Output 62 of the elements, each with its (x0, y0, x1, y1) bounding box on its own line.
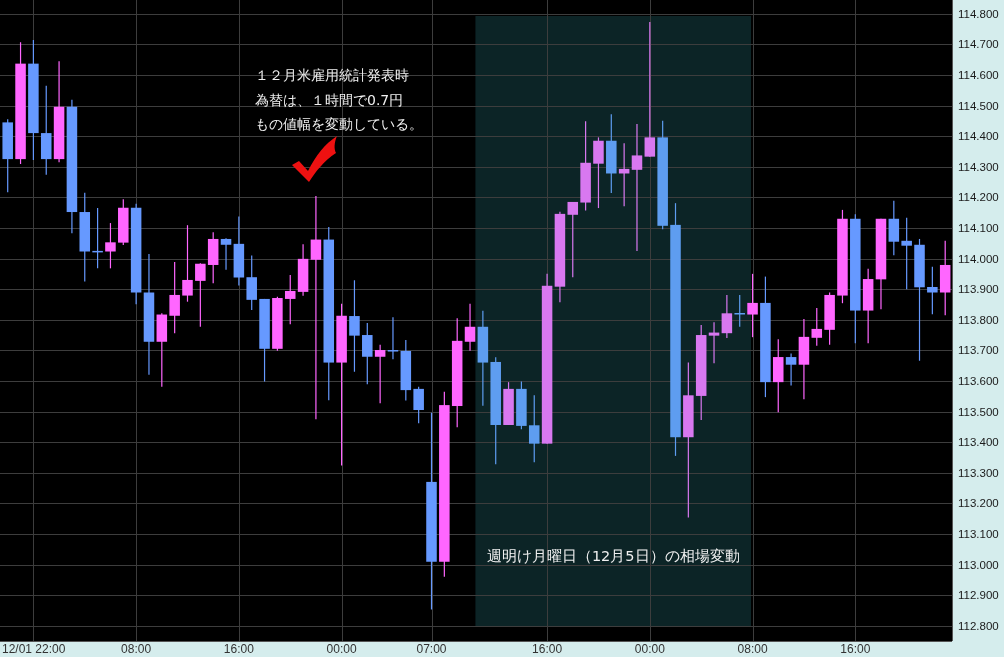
candlestick (105, 222, 116, 269)
y-tick-label: 114.800 (958, 7, 999, 20)
candlestick (413, 386, 424, 424)
y-tick-label: 113.000 (958, 558, 999, 571)
candlestick (785, 352, 797, 387)
y-tick-label: 113.200 (958, 497, 999, 510)
y-tick-label: 114.000 (958, 252, 999, 265)
annotation: 週明け月曜日（12月5日）の相場変動 (486, 548, 740, 564)
candlestick (631, 123, 643, 252)
x-tick-label: 08:00 (737, 642, 768, 656)
candlestick (747, 273, 758, 338)
y-tick-label: 113.700 (958, 344, 999, 357)
x-tick-label: 16:00 (532, 642, 563, 656)
candlestick (811, 307, 823, 347)
candlestick (721, 294, 733, 339)
y-tick-label: 113.800 (958, 313, 999, 326)
candlestick (387, 316, 399, 360)
candlestick (927, 266, 938, 315)
x-tick-label: 16:00 (223, 642, 255, 656)
x-tick-label: 00:00 (326, 642, 357, 656)
y-tick-label: 114.100 (958, 221, 999, 234)
candlestick (284, 274, 296, 325)
candlestick (528, 394, 540, 463)
x-tick-label: 12/01 22:00 (2, 642, 66, 656)
candlestick (888, 200, 900, 256)
candlestick (708, 321, 720, 364)
y-tick-label: 113.600 (958, 374, 999, 387)
candlestick (374, 344, 386, 404)
annotation: １２月米雇用統計発表時 (255, 67, 409, 83)
x-tick-label: 00:00 (634, 642, 666, 656)
candlestick (567, 201, 579, 278)
y-tick-label: 113.100 (958, 527, 999, 540)
y-tick-label: 113.300 (958, 466, 999, 479)
x-tick-label: 07:00 (416, 642, 447, 656)
annotation: 為替は、１時間で0.7円 (255, 91, 404, 108)
y-tick-label: 114.200 (958, 191, 999, 204)
y-tick-label: 114.500 (958, 99, 999, 112)
candlestick (169, 261, 180, 334)
candlestick (349, 279, 360, 373)
annotation: もの値幅を変動している。 (255, 116, 423, 132)
y-tick-label: 114.700 (958, 38, 999, 51)
candlestick (310, 195, 322, 420)
y-tick-label: 113.900 (958, 283, 999, 296)
candlestick (195, 262, 206, 328)
x-tick-label: 08:00 (121, 642, 152, 656)
x-tick-label: 16:00 (840, 642, 871, 656)
candlestick (734, 294, 745, 328)
candlestick (644, 21, 656, 158)
candlestick (464, 303, 476, 352)
y-tick-label: 113.400 (958, 436, 999, 449)
y-tick-label: 113.500 (958, 405, 999, 418)
candlestick (246, 254, 257, 311)
y-tick-label: 114.300 (958, 160, 999, 173)
y-tick-label: 112.800 (958, 619, 999, 632)
candlestick (593, 136, 604, 209)
y-tick-label: 114.400 (958, 130, 999, 143)
candlestick (362, 322, 373, 385)
y-tick-label: 114.600 (958, 68, 999, 81)
candlestick (182, 224, 193, 303)
candlestick (901, 217, 912, 290)
y-tick-label: 112.900 (958, 589, 999, 602)
candlestick (220, 237, 232, 271)
